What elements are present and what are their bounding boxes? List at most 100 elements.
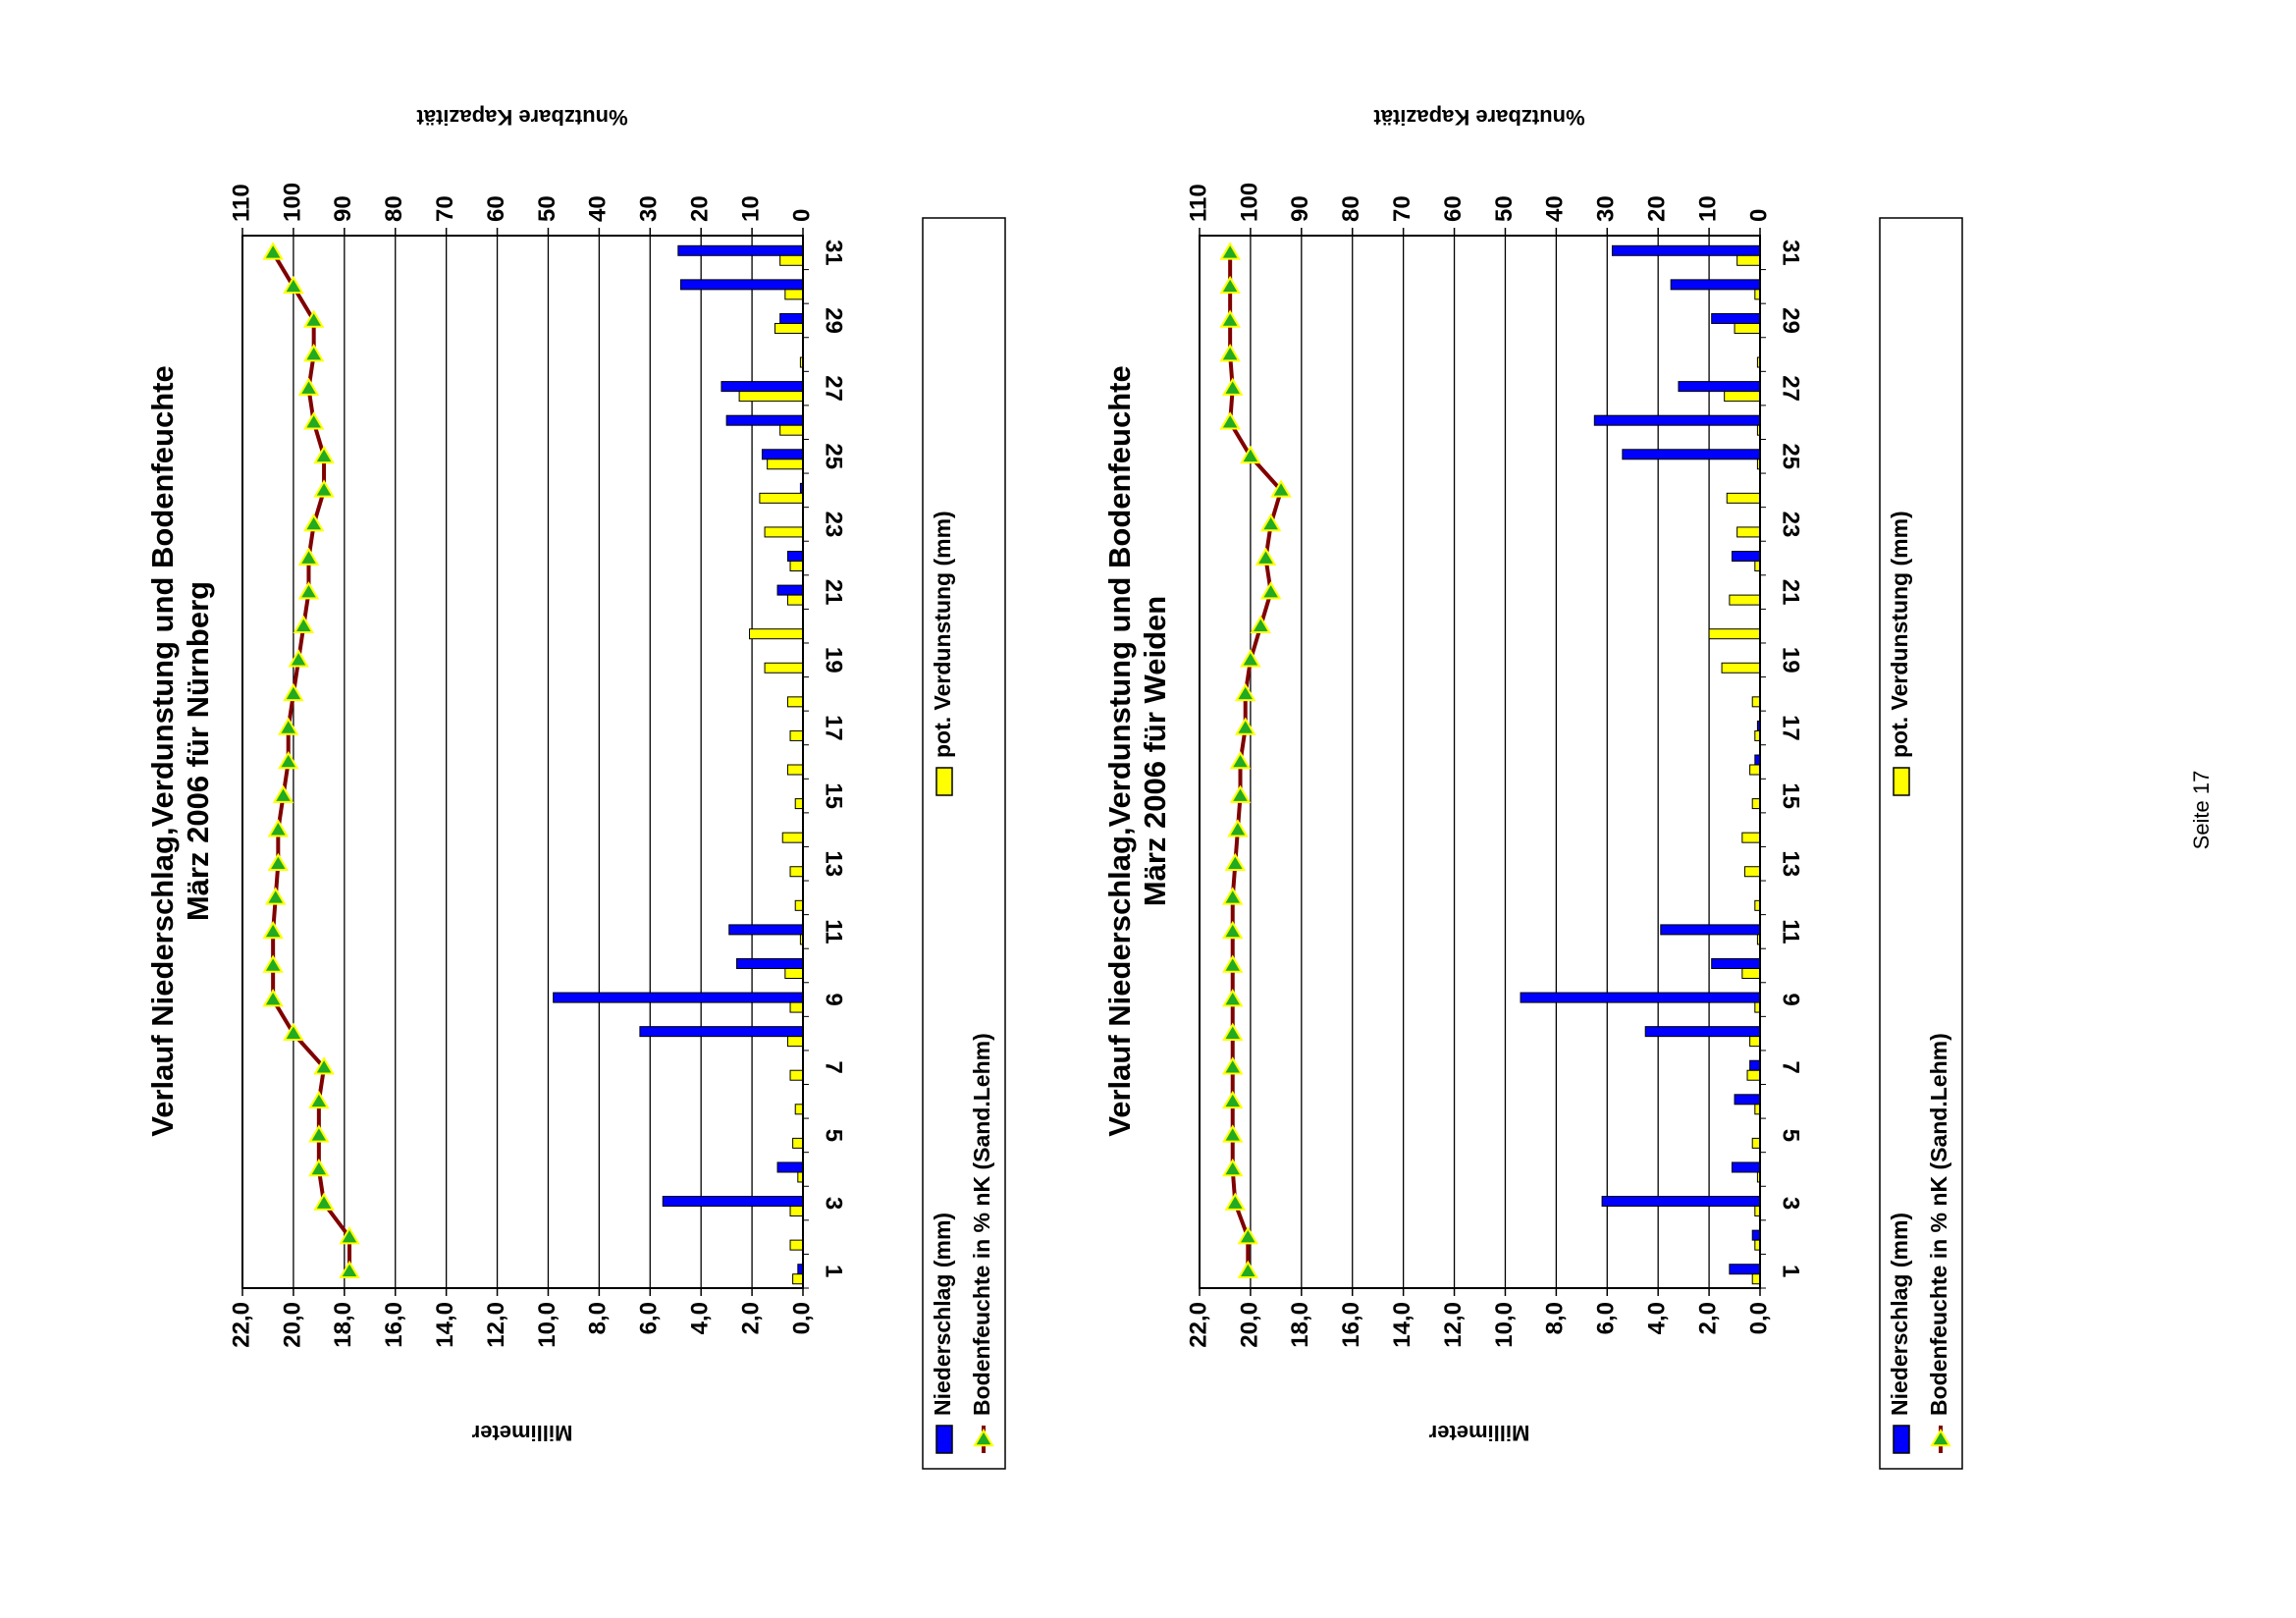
- bar: [1741, 967, 1761, 979]
- x-tick-label: 29: [821, 307, 847, 334]
- line-marker: [272, 784, 294, 803]
- bar: [786, 764, 804, 776]
- line-marker: [1234, 682, 1256, 702]
- line-marker: [1240, 649, 1261, 668]
- line-marker: [277, 751, 299, 770]
- bar: [786, 594, 804, 606]
- line-marker: [1229, 784, 1252, 803]
- bar: [1724, 391, 1761, 403]
- x-tick-label: 11: [1778, 919, 1804, 944]
- bar: [767, 458, 804, 470]
- line-marker: [302, 512, 325, 532]
- y-tick-label: 4,0: [687, 1302, 714, 1334]
- x-tick-label: 9: [1778, 993, 1804, 1005]
- line-marker: [308, 1124, 330, 1143]
- page-footer: Seite 17: [2189, 771, 2214, 850]
- y-tick-label: 0,0: [788, 1302, 815, 1334]
- y-tick-label: 12,0: [1440, 1302, 1467, 1348]
- bar: [1731, 1161, 1761, 1173]
- bar: [786, 551, 804, 563]
- bar: [1751, 1273, 1761, 1285]
- chart: Verlauf Niederschlag,Verdunstung und Bod…: [145, 105, 1006, 1470]
- bar: [784, 289, 804, 300]
- x-tick-label: 3: [821, 1197, 847, 1210]
- y-tick-label: 20,0: [1236, 1302, 1262, 1348]
- x-tick-label: 9: [821, 993, 847, 1005]
- bar: [784, 967, 804, 979]
- y-tick-label: 8,0: [585, 1302, 612, 1334]
- y2-tick-label: 0: [1745, 209, 1772, 222]
- x-tick-label: 7: [1778, 1061, 1804, 1074]
- y2-tick-label: 10: [737, 195, 764, 222]
- line-marker: [262, 242, 284, 260]
- x-tick-label: 19: [821, 647, 847, 674]
- y-tick-label: 2,0: [1694, 1302, 1721, 1334]
- line-marker: [1221, 377, 1244, 396]
- x-tick-label: 1: [821, 1265, 847, 1277]
- line-marker: [1259, 512, 1282, 532]
- bar: [1611, 244, 1761, 256]
- x-tick-label: 1: [1778, 1265, 1804, 1277]
- y2-tick-label: 70: [432, 195, 458, 222]
- x-tick-label: 23: [821, 512, 847, 538]
- line-marker: [1237, 1226, 1259, 1245]
- chart-title: Verlauf Niederschlag,Verdunstung und Bod…: [1102, 365, 1137, 1136]
- line-marker: [267, 852, 290, 872]
- x-tick-label: 19: [1778, 647, 1804, 674]
- line-marker: [1221, 1056, 1244, 1075]
- legend-marker: [973, 1429, 994, 1447]
- line-marker: [1270, 479, 1292, 498]
- y-axis-label: Millimeter: [1428, 1421, 1529, 1445]
- line-marker: [297, 581, 320, 600]
- bar: [1721, 662, 1761, 674]
- bar: [789, 1069, 804, 1081]
- x-tick-label: 21: [1778, 579, 1804, 606]
- line-marker: [313, 445, 335, 464]
- legend-label: pot. Verdunstung (mm): [1887, 511, 1912, 758]
- y2-axis-label: %nutzbare Kapazität: [1373, 105, 1585, 130]
- bar: [1644, 1026, 1761, 1038]
- x-tick-label: 7: [821, 1061, 847, 1074]
- y2-axis-label: %nutzbare Kapazität: [416, 105, 628, 130]
- line-marker: [1219, 411, 1241, 430]
- bar: [1736, 526, 1761, 538]
- bar: [761, 449, 804, 460]
- line-marker: [302, 309, 325, 328]
- bar: [759, 492, 804, 504]
- y-tick-label: 20,0: [279, 1302, 305, 1348]
- bar: [662, 1196, 804, 1208]
- bar: [794, 899, 804, 911]
- line-marker: [1259, 581, 1282, 600]
- legend-swatch: [1893, 1425, 1910, 1454]
- y-tick-label: 16,0: [381, 1302, 407, 1348]
- line-marker: [1219, 344, 1241, 362]
- bar: [1731, 551, 1761, 563]
- y-axis-label: Millimeter: [471, 1421, 572, 1445]
- x-tick-label: 21: [821, 579, 847, 606]
- y-tick-label: 2,0: [737, 1302, 764, 1334]
- legend-swatch: [935, 1425, 953, 1454]
- y-tick-label: 14,0: [1389, 1302, 1415, 1348]
- legend-label: pot. Verdunstung (mm): [930, 511, 955, 758]
- y-tick-label: 12,0: [483, 1302, 509, 1348]
- chart-subtitle: März 2006 für Weiden: [1138, 596, 1172, 906]
- line-marker: [1224, 852, 1247, 872]
- line-marker: [1229, 751, 1252, 770]
- bar: [1708, 628, 1761, 640]
- line-marker: [1221, 954, 1244, 973]
- line-marker: [1219, 309, 1241, 328]
- line-marker: [1221, 1158, 1244, 1177]
- bar: [1749, 1059, 1761, 1071]
- bar: [1743, 866, 1761, 878]
- bar: [1726, 492, 1761, 504]
- bar: [789, 729, 804, 741]
- bar: [1622, 449, 1761, 460]
- line-marker: [1219, 275, 1241, 295]
- bar: [794, 1104, 804, 1115]
- line-marker: [1221, 1090, 1244, 1109]
- chart: Verlauf Niederschlag,Verdunstung und Bod…: [1102, 105, 1963, 1470]
- x-tick-label: 31: [821, 240, 847, 266]
- bar: [1711, 312, 1761, 324]
